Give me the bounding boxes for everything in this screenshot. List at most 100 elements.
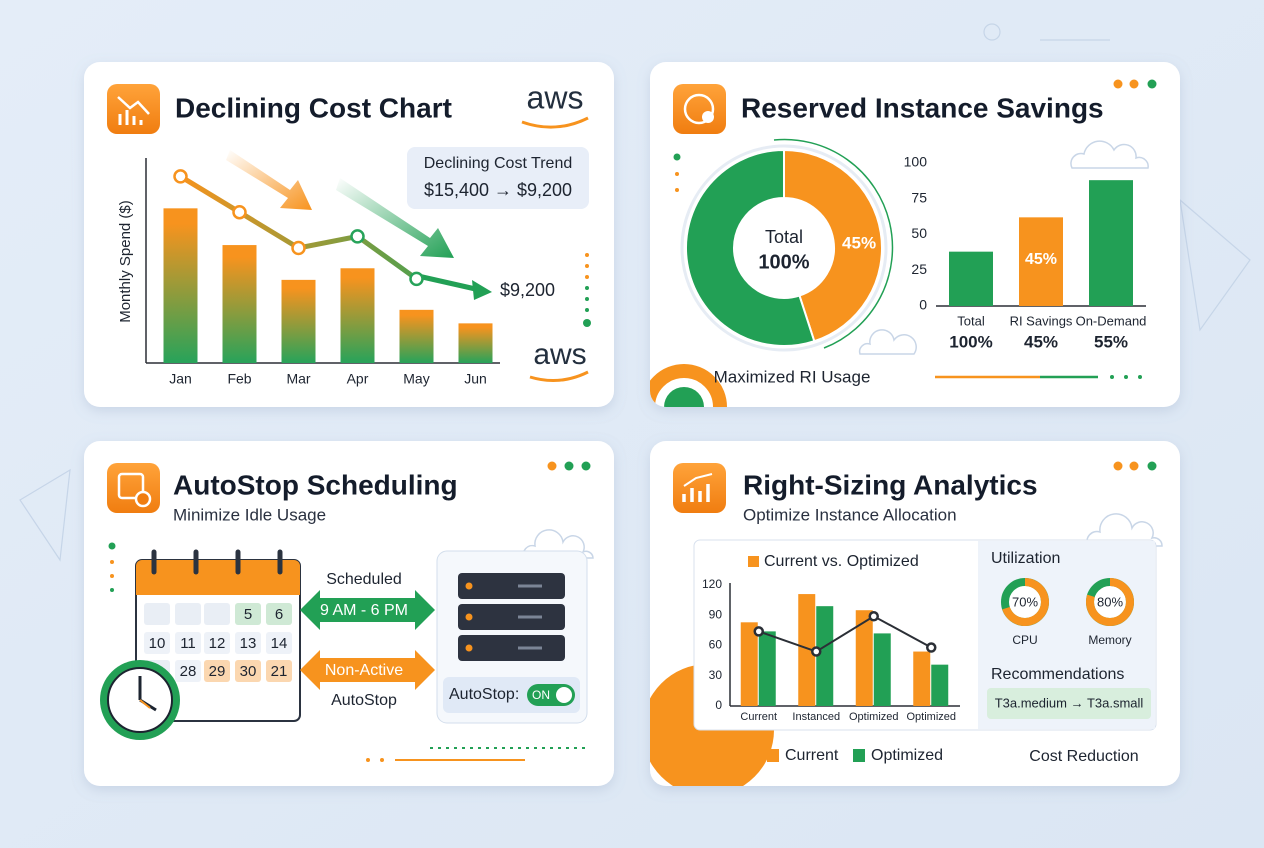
x-tick-label: Current [740, 711, 777, 723]
clock [100, 660, 180, 740]
bar [855, 610, 873, 706]
bar [949, 251, 993, 306]
bar-caption: 45% [1024, 332, 1058, 351]
calendar-cell [266, 632, 292, 654]
x-tick-label: Jan [169, 371, 192, 387]
line-point [753, 626, 764, 637]
line-point [232, 204, 247, 220]
bar [458, 323, 493, 363]
logo-smile [529, 370, 589, 383]
dots-decor [673, 153, 681, 192]
calendar-cell [235, 660, 261, 682]
trend-arrow [226, 150, 312, 210]
label: Scheduled [326, 571, 402, 588]
y-tick-label: 100 [904, 154, 928, 170]
gauge-label: 70% [1012, 594, 1038, 609]
calendar-day: 12 [209, 635, 226, 652]
trend-arrow [472, 280, 492, 300]
recommendation: T3a.medium → T3a.small [995, 695, 1144, 710]
x-tick-label: May [403, 371, 429, 387]
bar [931, 664, 949, 706]
calendar-day: 6 [275, 606, 283, 623]
logo-smile [521, 116, 589, 129]
calendar-cell [175, 660, 201, 682]
line-point [291, 240, 306, 256]
window-dots [1113, 79, 1157, 89]
bar [758, 631, 776, 706]
y-tick-label: 60 [709, 638, 723, 652]
bar [816, 606, 834, 706]
trend-arrow [336, 178, 454, 258]
chart-title: Current vs. Optimized [764, 553, 919, 570]
dots-decor [583, 253, 591, 327]
x-tick-label: Feb [227, 371, 251, 387]
x-tick-label: Optimized [906, 711, 956, 723]
y-axis-label: Monthly Spend ($) [117, 200, 134, 323]
arc-decor [773, 138, 894, 349]
line-point [350, 229, 365, 244]
calendar-day: 30 [240, 663, 257, 680]
icon [107, 463, 160, 513]
footer-label: Cost Reduction [1029, 748, 1138, 765]
x-tick-label: Mar [286, 371, 310, 387]
dots-decor [681, 743, 713, 747]
double-arrow [300, 590, 435, 630]
x-tick-label: Instanced [792, 711, 840, 723]
line-point [409, 271, 424, 287]
gauge-category: Memory [1088, 633, 1131, 647]
y-tick-label: 30 [709, 668, 723, 682]
bar [1019, 217, 1063, 306]
calendar-cell [204, 603, 230, 625]
bg-decor [19, 23, 1251, 562]
dots-decor [108, 542, 116, 592]
calendar-cell [266, 660, 292, 682]
card-title: Reserved Instance Savings [741, 92, 1104, 123]
calendar-cell [235, 632, 261, 654]
section-title: Utilization [991, 550, 1060, 567]
center-value: 100% [758, 251, 809, 273]
logo: aws [533, 338, 586, 371]
calendar-cell [204, 660, 230, 682]
calendar-cell [266, 603, 292, 625]
calendar-cell [144, 632, 170, 654]
x-tick-label: RI Savings [1010, 313, 1073, 328]
label: 9 AM - 6 PM [320, 602, 408, 619]
calendar-day: 14 [271, 635, 288, 652]
bar [873, 633, 891, 706]
corner-decor [650, 364, 727, 407]
legend-swatch [767, 749, 779, 762]
window-dots [1113, 461, 1157, 471]
slice-label: 45% [842, 234, 876, 253]
line-point [811, 646, 822, 657]
calendar-day: 13 [240, 635, 257, 652]
calendar-day: 29 [209, 663, 226, 680]
icon [107, 84, 160, 134]
y-tick-label: 0 [715, 698, 722, 712]
end-label: $9,200 [500, 280, 555, 300]
bar-caption: 55% [1094, 332, 1128, 351]
card-subtitle: Optimize Instance Allocation [743, 505, 957, 524]
line-point [868, 611, 879, 622]
calendar-day: 11 [180, 635, 196, 652]
caption: Maximized RI Usage [714, 367, 871, 386]
y-tick-label: 90 [709, 607, 723, 621]
bar-caption: 100% [949, 332, 992, 351]
donut-ring [680, 144, 888, 352]
calendar-cell [235, 603, 261, 625]
card-title: Right-Sizing Analytics [743, 469, 1038, 500]
gauge-arc [1086, 578, 1135, 626]
y-tick-label: 0 [919, 297, 927, 313]
donut-slice [783, 148, 883, 343]
bar [798, 594, 816, 706]
legend-swatch [748, 556, 759, 567]
gauge-arc [1002, 578, 1050, 626]
calendar-cell [144, 603, 170, 625]
bar [163, 208, 198, 363]
x-tick-label: Apr [347, 371, 369, 387]
card-title: Declining Cost Chart [175, 92, 452, 123]
x-tick-label: Total [957, 313, 985, 328]
line-point [173, 169, 188, 184]
bar [913, 651, 931, 706]
